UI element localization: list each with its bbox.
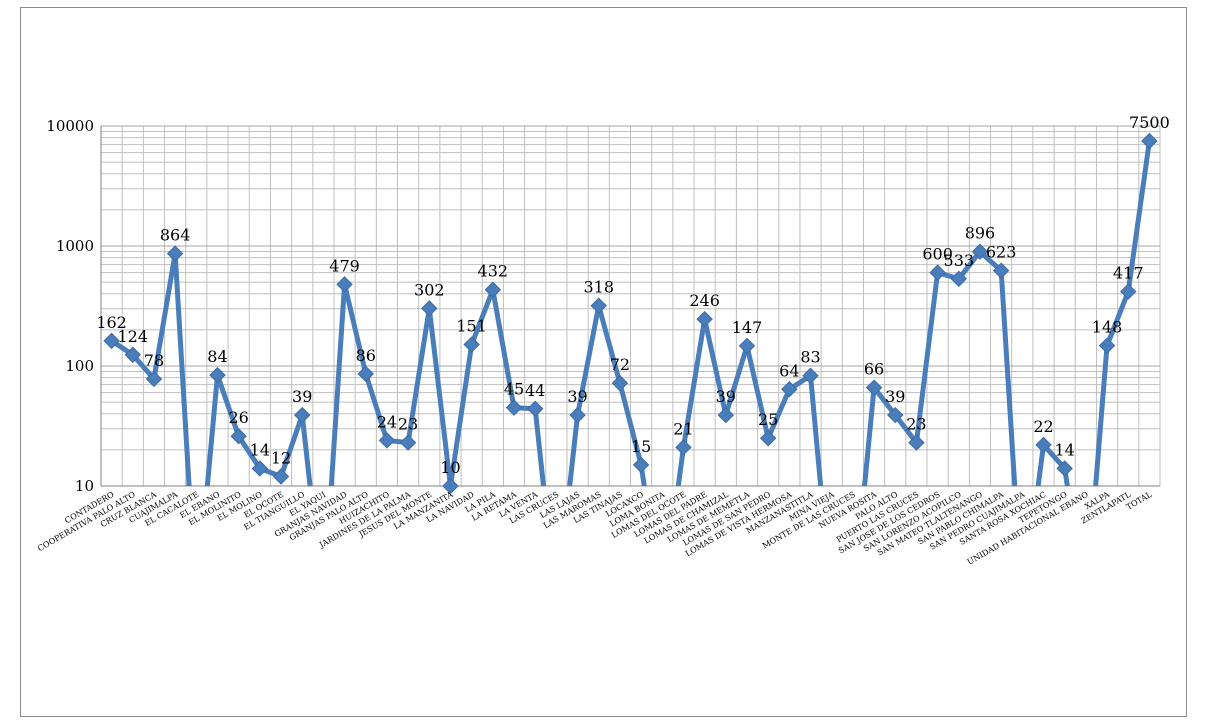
data-point-marker [569,406,586,424]
data-point-marker [696,310,713,328]
data-point-marker [251,460,269,477]
data-point-marker [230,427,247,445]
data-label: 39 [567,387,587,406]
data-label: 12 [271,448,291,467]
data-point-marker [590,297,607,314]
data-point-marker [887,406,904,424]
data-label: 25 [758,410,778,429]
data-label: 66 [864,360,884,379]
data-label: 10 [440,458,460,477]
y-tick-label: 100 [65,357,94,375]
data-label: 302 [414,280,445,299]
data-point-marker [929,264,946,281]
data-label: 22 [1033,417,1053,436]
data-label: 864 [160,226,191,245]
y-tick-label: 10000 [46,117,94,135]
data-point-marker [611,374,629,392]
data-point-marker [124,346,141,363]
data-label: 83 [800,348,820,367]
data-point-marker [103,332,120,350]
data-point-marker [442,477,459,495]
data-label: 78 [144,351,164,370]
data-point-marker [336,276,353,293]
data-point-marker [1141,132,1158,150]
data-point-marker [484,281,502,298]
data-label: 14 [1055,440,1075,459]
data-label: 15 [631,437,651,456]
data-label: 23 [906,415,926,434]
data-label: 39 [292,387,312,406]
data-point-marker [632,456,650,474]
y-tick-label: 1000 [56,237,94,255]
data-label: 417 [1113,264,1144,283]
data-point-marker [421,300,438,317]
data-point-marker [294,406,311,424]
data-point-marker [802,367,819,384]
data-point-marker [908,434,925,451]
data-label: 44 [525,381,545,400]
data-label: 623 [986,243,1017,262]
data-point-marker [717,406,735,424]
data-label: 151 [456,317,487,336]
data-point-marker [738,337,756,355]
data-label: 21 [673,419,693,438]
data-point-marker [399,434,417,451]
data-label: 72 [610,355,630,374]
data-point-marker [781,381,798,398]
data-point-marker [950,270,967,287]
data-point-marker [463,336,480,353]
data-point-marker [759,430,777,447]
data-label: 7500 [1129,113,1170,132]
data-point-marker [1056,460,1073,477]
data-point-marker [166,245,184,262]
data-label: 147 [732,318,763,337]
data-point-marker [378,432,396,449]
data-label: 45 [504,380,524,399]
data-label: 86 [356,346,376,365]
data-label: 148 [1092,318,1123,337]
data-label: 39 [716,387,736,406]
data-label: 246 [689,291,720,310]
data-point-marker [357,365,374,383]
data-point-marker [971,243,989,260]
data-point-marker [505,399,523,416]
data-label: 26 [228,408,248,427]
data-point-marker [209,366,226,384]
data-label: 64 [779,361,799,380]
data-label: 318 [583,278,614,297]
data-point-marker [865,379,883,396]
data-label: 124 [117,327,148,346]
data-point-marker [526,400,544,417]
data-point-marker [1035,436,1052,454]
data-label: 432 [478,262,509,281]
data-label: 23 [398,415,418,434]
data-label: 533 [944,251,975,270]
data-label: 84 [207,347,227,366]
data-point-marker [1098,337,1116,354]
data-point-marker [1120,283,1137,300]
data-point-marker [675,439,692,456]
data-label: 24 [377,412,397,431]
data-label: 39 [885,387,905,406]
data-label: 600 [922,245,953,264]
data-label: 14 [250,440,270,459]
data-point-marker [992,262,1010,279]
data-label: 479 [329,256,360,275]
x-tick-label: COOPERATIVA PALO ALTO [36,490,137,554]
data-point-marker [145,370,163,388]
data-point-marker [272,468,290,485]
data-label: 896 [965,224,996,243]
data-label: 162 [96,313,127,332]
y-tick-label: 10 [75,477,94,495]
